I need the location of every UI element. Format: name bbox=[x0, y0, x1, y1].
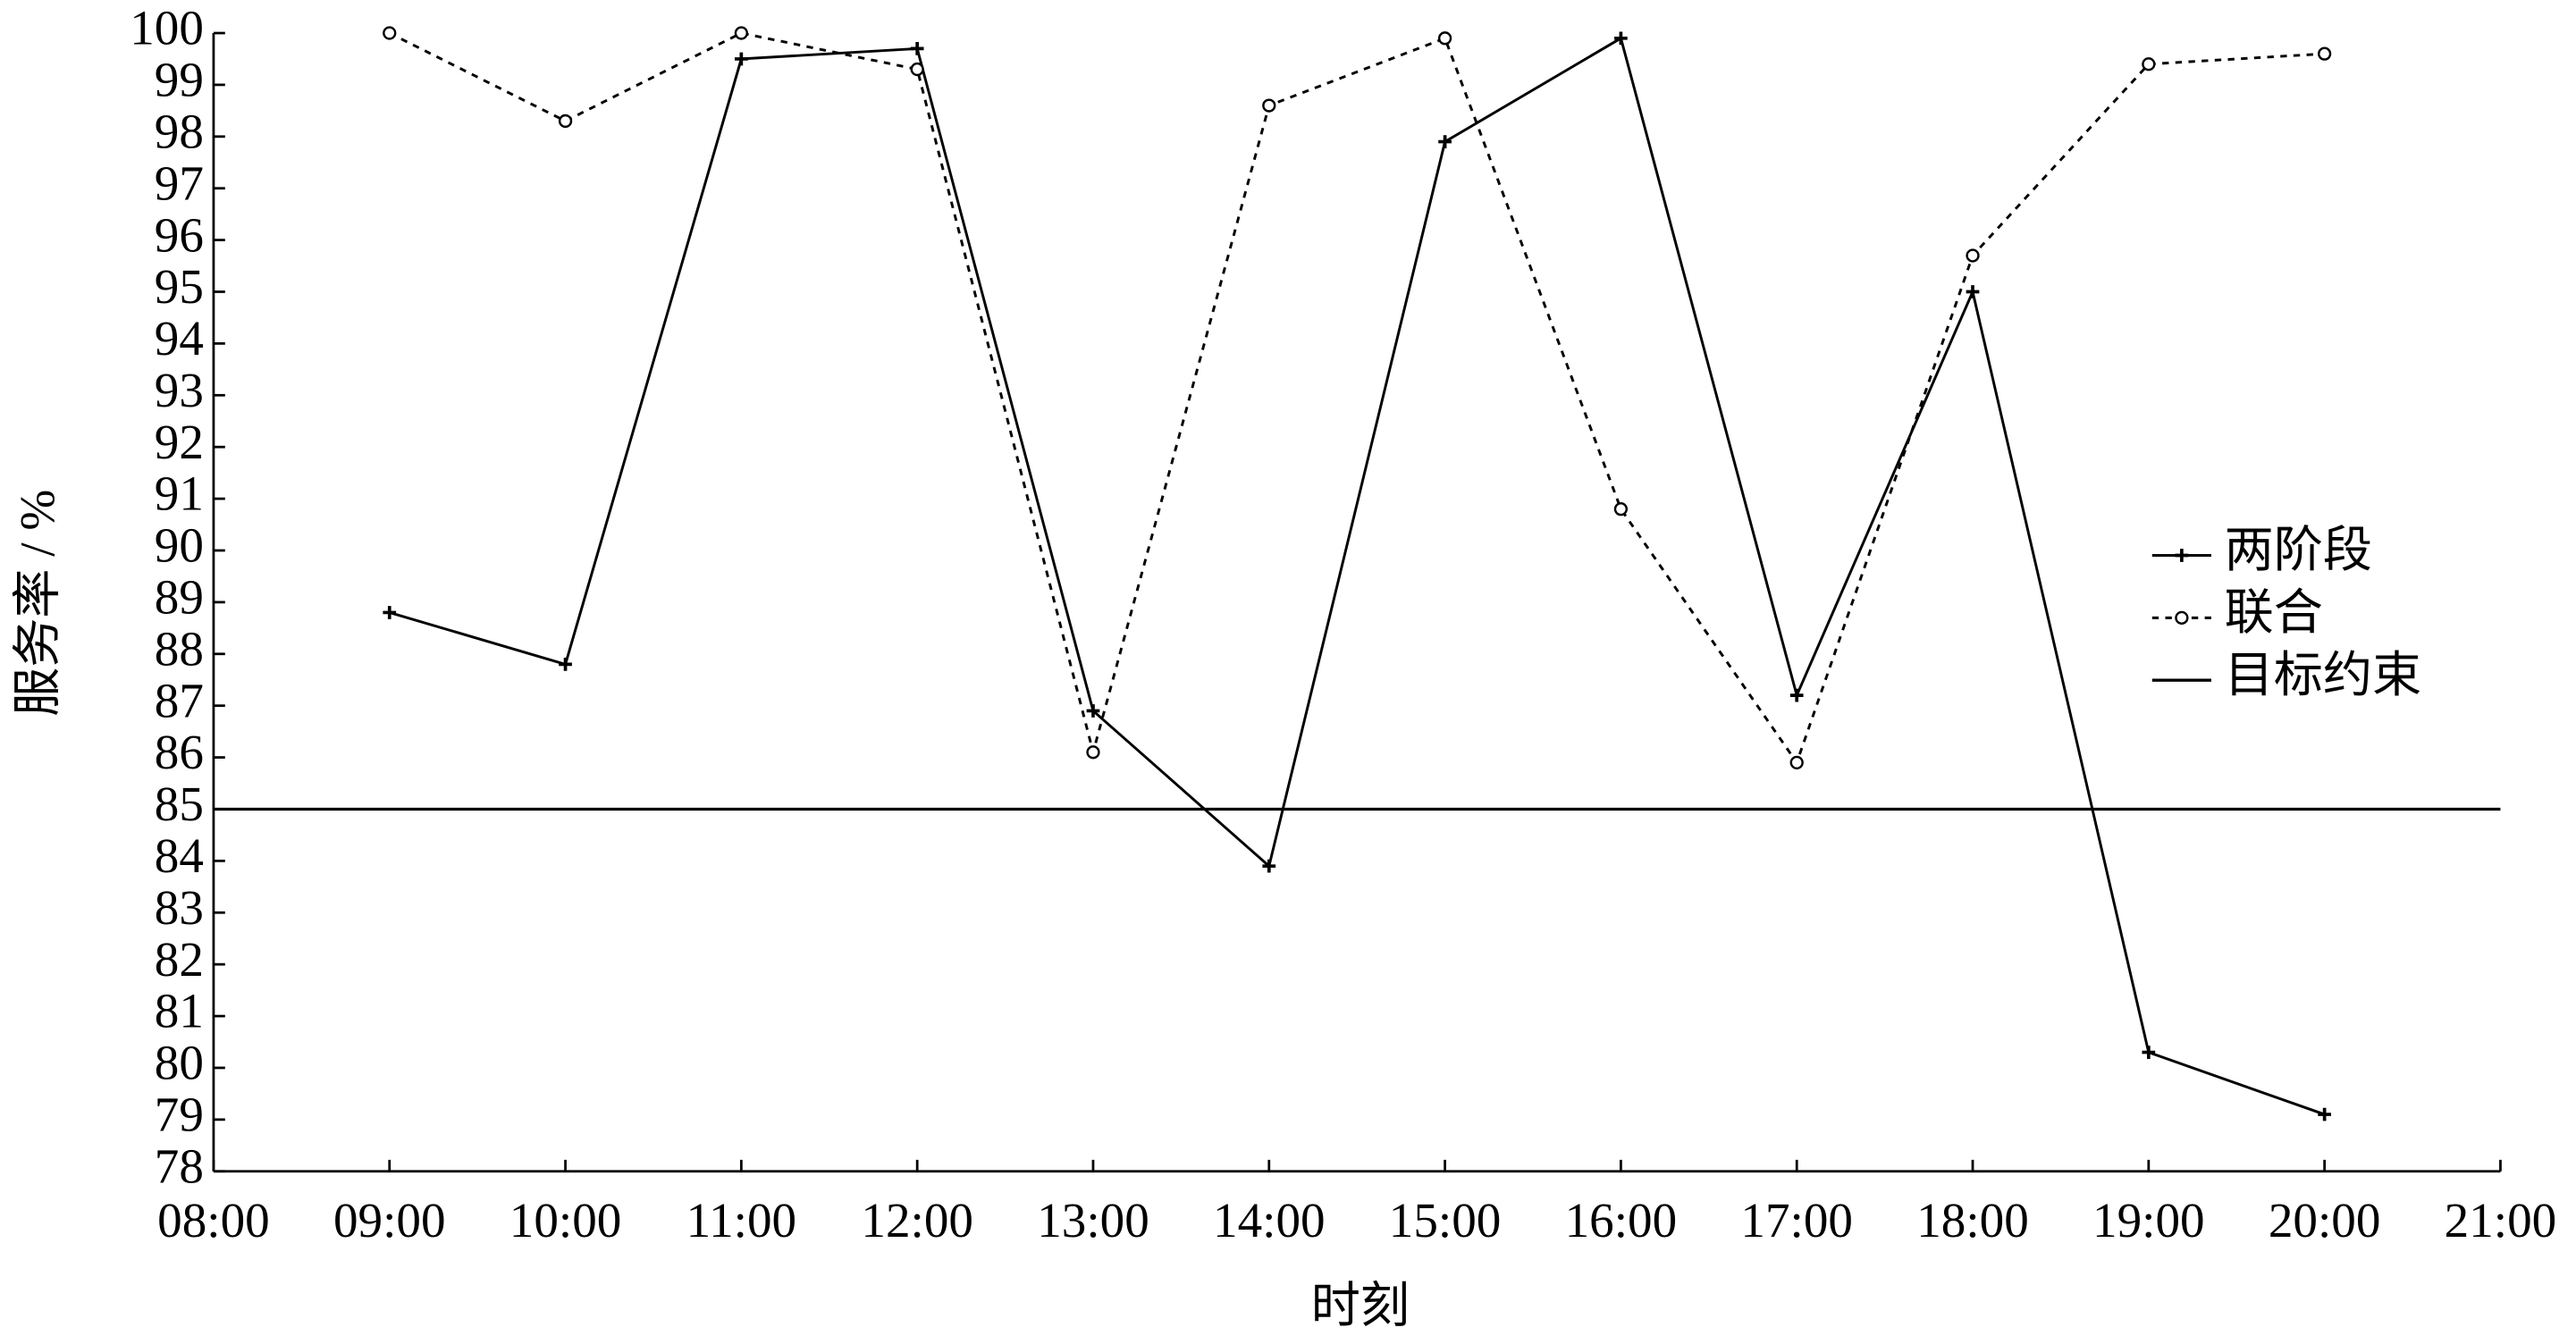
x-tick-label: 08:00 bbox=[157, 1193, 270, 1247]
point bbox=[1262, 859, 1276, 873]
y-tick-label: 87 bbox=[155, 673, 204, 727]
legend-label: 目标约束 bbox=[2225, 648, 2422, 702]
point bbox=[558, 113, 573, 129]
y-tick-label: 88 bbox=[155, 621, 204, 676]
y-tick-label: 85 bbox=[155, 777, 204, 831]
point bbox=[1086, 704, 1100, 718]
y-tick-label: 82 bbox=[155, 932, 204, 987]
y-tick-label: 99 bbox=[155, 53, 204, 107]
legend-label: 两阶段 bbox=[2225, 523, 2372, 577]
y-tick-label: 84 bbox=[155, 828, 204, 883]
x-tick-label: 16:00 bbox=[1565, 1193, 1678, 1247]
series-line bbox=[389, 36, 2326, 1116]
point bbox=[2142, 57, 2156, 71]
y-tick-label: 96 bbox=[155, 207, 204, 262]
legend-marker bbox=[2175, 610, 2189, 625]
x-tick-label: 19:00 bbox=[2092, 1193, 2205, 1247]
point bbox=[2318, 46, 2332, 61]
point bbox=[2318, 1107, 2331, 1121]
y-tick-label: 83 bbox=[155, 880, 204, 935]
point bbox=[735, 52, 748, 66]
point bbox=[1437, 31, 1452, 46]
point bbox=[910, 62, 924, 77]
x-tick-label: 18:00 bbox=[1916, 1193, 2029, 1247]
x-tick-label: 14:00 bbox=[1213, 1193, 1326, 1247]
point bbox=[734, 26, 748, 40]
y-tick-label: 80 bbox=[155, 1036, 204, 1090]
x-tick-label: 11:00 bbox=[686, 1193, 797, 1247]
y-tick-label: 98 bbox=[155, 104, 204, 158]
point bbox=[1613, 502, 1629, 517]
x-tick-label: 13:00 bbox=[1037, 1193, 1149, 1247]
point bbox=[1789, 688, 1804, 702]
x-tick-label: 09:00 bbox=[333, 1193, 446, 1247]
point bbox=[1966, 248, 1980, 263]
point bbox=[383, 606, 397, 619]
point bbox=[1614, 31, 1628, 46]
legend-label: 联合 bbox=[2225, 585, 2323, 640]
y-tick-label: 86 bbox=[155, 725, 204, 779]
x-tick-label: 10:00 bbox=[509, 1193, 622, 1247]
legend-marker bbox=[2175, 549, 2189, 562]
y-tick-label: 90 bbox=[155, 518, 204, 573]
point bbox=[910, 42, 924, 55]
y-tick-label: 79 bbox=[155, 1088, 204, 1142]
y-tick-label: 95 bbox=[155, 259, 204, 314]
x-tick-label: 15:00 bbox=[1389, 1193, 1502, 1247]
series-line bbox=[389, 31, 2325, 766]
point bbox=[1789, 755, 1804, 769]
y-tick-label: 97 bbox=[155, 155, 204, 210]
y-tick-label: 100 bbox=[130, 1, 204, 55]
y-tick-label: 92 bbox=[155, 415, 204, 469]
point bbox=[1086, 745, 1100, 760]
y-tick-label: 93 bbox=[155, 363, 204, 417]
x-tick-label: 20:00 bbox=[2269, 1193, 2381, 1247]
y-tick-label: 78 bbox=[155, 1138, 204, 1193]
x-tick-label: 12:00 bbox=[861, 1193, 973, 1247]
point bbox=[559, 658, 572, 671]
point bbox=[1438, 135, 1452, 148]
y-tick-label: 91 bbox=[155, 466, 204, 521]
x-axis-label: 时刻 bbox=[1311, 1279, 1410, 1333]
point bbox=[1966, 285, 1980, 298]
point bbox=[1262, 98, 1276, 113]
y-tick-label: 94 bbox=[155, 311, 204, 365]
y-axis-label: 服务率 / % bbox=[10, 490, 64, 717]
x-tick-label: 21:00 bbox=[2445, 1193, 2557, 1247]
point bbox=[383, 26, 397, 40]
x-tick-label: 17:00 bbox=[1740, 1193, 1853, 1247]
y-tick-label: 89 bbox=[155, 570, 204, 625]
point bbox=[2142, 1046, 2156, 1059]
y-tick-label: 81 bbox=[155, 984, 204, 1038]
